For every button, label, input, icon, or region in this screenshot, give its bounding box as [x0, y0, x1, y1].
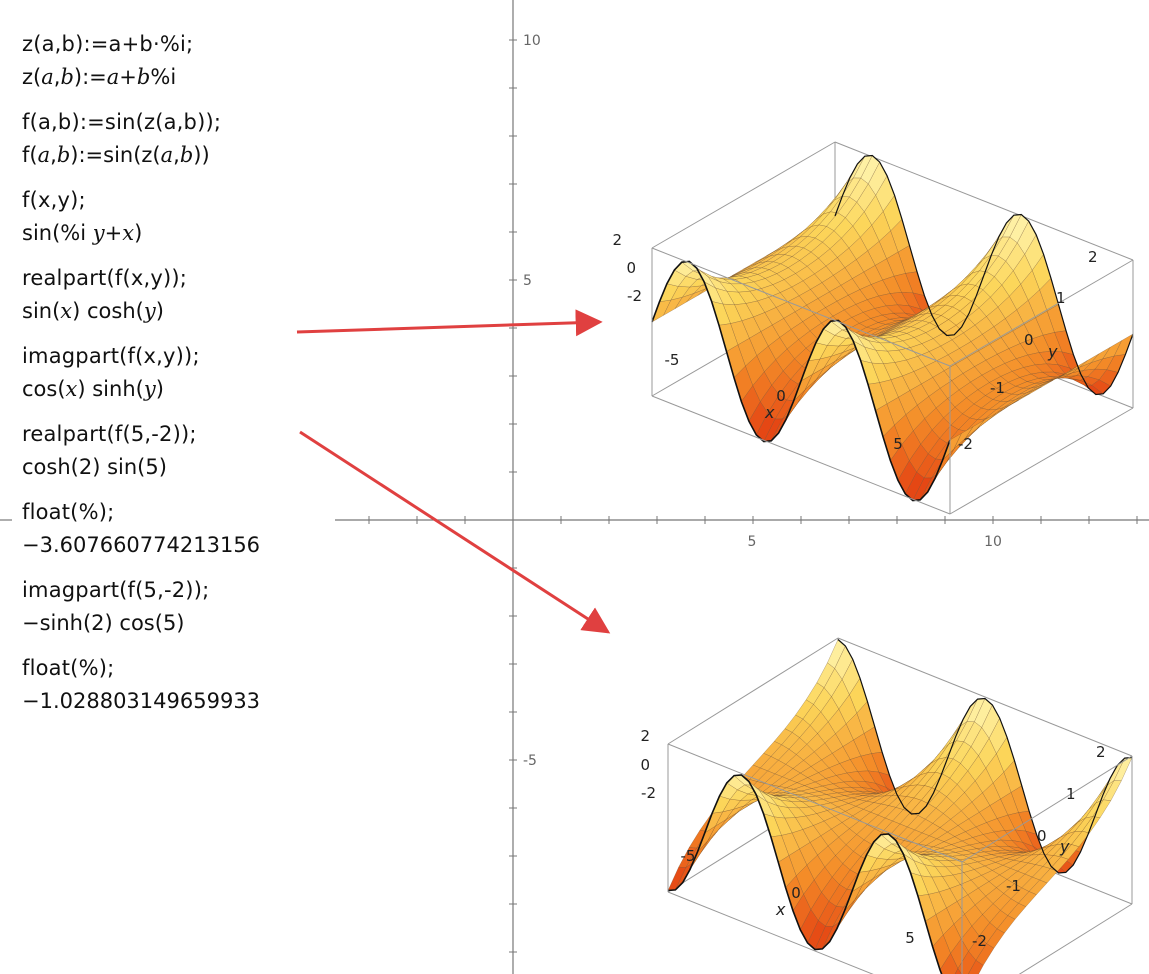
y-tick-1: 1 — [1056, 289, 1066, 307]
box-edge — [1018, 903, 1133, 974]
x-tick-0: 0 — [776, 387, 786, 405]
z-tick-minus-2: -2 — [627, 287, 642, 305]
y-axis-label: y — [1059, 837, 1070, 856]
z-tick-2: 2 — [612, 231, 622, 249]
cas-cell: z(a,b):=a+b·%i; z(a,b):=a+b%i — [22, 28, 362, 94]
box-edge — [651, 141, 836, 249]
box-edge — [667, 891, 874, 974]
box-edge — [949, 259, 1134, 367]
cas-output: z(a,b):=a+b%i — [22, 65, 177, 89]
cas-input[interactable]: f(x,y); — [22, 188, 86, 212]
cas-output: −1.028803149659933 — [22, 689, 261, 713]
cas-input[interactable]: imagpart(f(5,-2)); — [22, 578, 210, 602]
cas-input[interactable]: float(%); — [22, 656, 115, 680]
cas-cell: float(%); −1.028803149659933 — [22, 652, 362, 718]
y-tick-0: 0 — [1037, 827, 1047, 845]
y-tick-2: 2 — [1088, 248, 1098, 266]
y-tick-minus-2: -2 — [958, 435, 973, 453]
cas-output: f(a,b):=sin(z(a,b)) — [22, 143, 210, 167]
cas-output: −3.607660774213156 — [22, 533, 261, 557]
y-tick-label-10: 10 — [523, 33, 541, 49]
arrow-realpart-to-plot — [296, 309, 603, 337]
cas-cell: f(a,b):=sin(z(a,b)); f(a,b):=sin(z(a,b)) — [22, 106, 362, 172]
surface-front-edge — [667, 774, 943, 974]
box-edge — [961, 755, 1133, 863]
cas-cell: realpart(f(5,-2)); cosh(2) sin(5) — [22, 418, 362, 484]
cas-output: sin(%i y+x) — [22, 221, 143, 245]
cas-output: cos(x) sinh(y) — [22, 377, 164, 401]
cas-input[interactable]: z(a,b):=a+b·%i; — [22, 32, 194, 56]
z-tick-0: 0 — [640, 756, 650, 774]
y-tick-minus-2: -2 — [972, 932, 987, 950]
y-tick-0: 0 — [1024, 331, 1034, 349]
cas-cell: realpart(f(x,y)); sin(x) cosh(y) — [22, 262, 362, 328]
arrow-imagpart-to-plot — [299, 430, 611, 634]
box-edge — [667, 637, 839, 745]
z-tick-minus-2: -2 — [641, 784, 656, 802]
x-tick-5: 5 — [893, 435, 903, 453]
box-edge — [651, 247, 951, 367]
box-edge — [837, 637, 1133, 757]
box-edge — [834, 141, 1134, 261]
cas-input[interactable]: float(%); — [22, 500, 115, 524]
cas-session: z(a,b):=a+b·%i; z(a,b):=a+b%i f(a,b):=sin(… — [22, 28, 362, 730]
surface-plot-realpart: 2 0 -2 -5 0 5 x 2 1 0 -1 -2 y — [612, 141, 1134, 515]
x-tick-label-10: 10 — [984, 534, 1002, 550]
cas-output: cosh(2) sin(5) — [22, 455, 167, 479]
surface-front-edge — [651, 260, 951, 502]
y-tick-2: 2 — [1096, 743, 1106, 761]
surface-patch — [954, 968, 962, 974]
cas-cell: float(%); −3.607660774213156 — [22, 496, 362, 562]
cas-input[interactable]: realpart(f(5,-2)); — [22, 422, 197, 446]
cas-output: sin(x) cosh(y) — [22, 299, 164, 323]
cas-input[interactable]: f(a,b):=sin(z(a,b)); — [22, 110, 222, 134]
y-tick-1: 1 — [1066, 785, 1076, 803]
y-tick-label-minus-5: -5 — [523, 753, 537, 769]
z-tick-2: 2 — [640, 727, 650, 745]
surface-patch — [968, 960, 984, 974]
x-tick-5: 5 — [905, 929, 915, 947]
cas-output: −sinh(2) cos(5) — [22, 611, 185, 635]
cas-cell: f(x,y); sin(%i y+x) — [22, 184, 362, 250]
cas-input[interactable]: realpart(f(x,y)); — [22, 266, 188, 290]
x-tick-minus-5: -5 — [681, 847, 696, 865]
y-tick-minus-1: -1 — [990, 379, 1005, 397]
surface-back-edge — [834, 154, 1134, 396]
z-tick-0: 0 — [626, 259, 636, 277]
y-tick-label-5: 5 — [523, 273, 532, 289]
cas-cell: imagpart(f(x,y)); cos(x) sinh(y) — [22, 340, 362, 406]
x-tick-minus-5: -5 — [665, 351, 680, 369]
x-axis-label: x — [764, 403, 775, 422]
cas-input[interactable]: imagpart(f(x,y)); — [22, 344, 200, 368]
box-edge — [667, 743, 963, 863]
box-edge — [949, 407, 1134, 515]
x-axis-label: x — [775, 900, 786, 919]
y-tick-minus-1: -1 — [1006, 877, 1021, 895]
surface-back-edge — [837, 639, 1133, 874]
x-tick-label-5: 5 — [748, 534, 757, 550]
x-tick-0: 0 — [791, 884, 801, 902]
y-axis-label: y — [1047, 342, 1058, 361]
cas-cell: imagpart(f(5,-2)); −sinh(2) cos(5) — [22, 574, 362, 640]
surface-plot-imagpart: 2 0 -2 -5 0 5 x 2 1 0 -1 -2 y — [640, 637, 1133, 974]
box-edge — [651, 395, 951, 515]
